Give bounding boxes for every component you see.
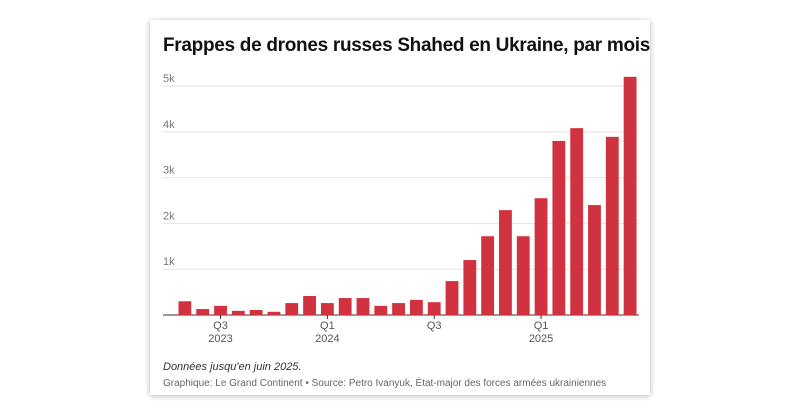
bar [516, 236, 530, 315]
bar [356, 298, 370, 315]
y-tick-label: 3k [163, 165, 175, 177]
bar [303, 295, 316, 315]
y-tick-label: 2k [163, 210, 175, 222]
x-tick-label: Q3 [427, 320, 442, 332]
bar [623, 76, 637, 315]
x-tick-label: Q3 2023 [208, 320, 232, 345]
chart-title: Frappes de drones russes Shahed en Ukrai… [163, 35, 650, 56]
bar [570, 128, 584, 315]
bar [249, 309, 263, 315]
bar [499, 210, 512, 315]
bar [481, 236, 495, 315]
bar [605, 136, 619, 315]
bar [445, 281, 459, 315]
bar [178, 301, 192, 315]
bar [392, 303, 406, 315]
bar [320, 303, 334, 315]
y-tick-label: 4k [163, 119, 175, 131]
bar [427, 302, 441, 315]
bar [196, 309, 210, 315]
bar [267, 311, 281, 315]
bar [588, 205, 601, 315]
y-tick-label: 5k [163, 73, 175, 85]
bar [374, 305, 388, 315]
x-tick-label: Q1 2024 [315, 320, 339, 345]
bar [463, 260, 477, 315]
bar [552, 140, 566, 315]
y-tick-label: 1k [163, 256, 175, 268]
bar [338, 298, 352, 315]
source: Graphique: Le Grand Continent • Source: … [163, 376, 606, 389]
x-tick-label: Q1 2025 [529, 320, 553, 345]
card [150, 20, 650, 395]
bar [285, 303, 299, 315]
bar [214, 305, 227, 315]
bar [534, 198, 548, 315]
bar [409, 299, 423, 315]
bar [231, 310, 245, 315]
note: Données jusqu'en juin 2025. [163, 361, 301, 373]
